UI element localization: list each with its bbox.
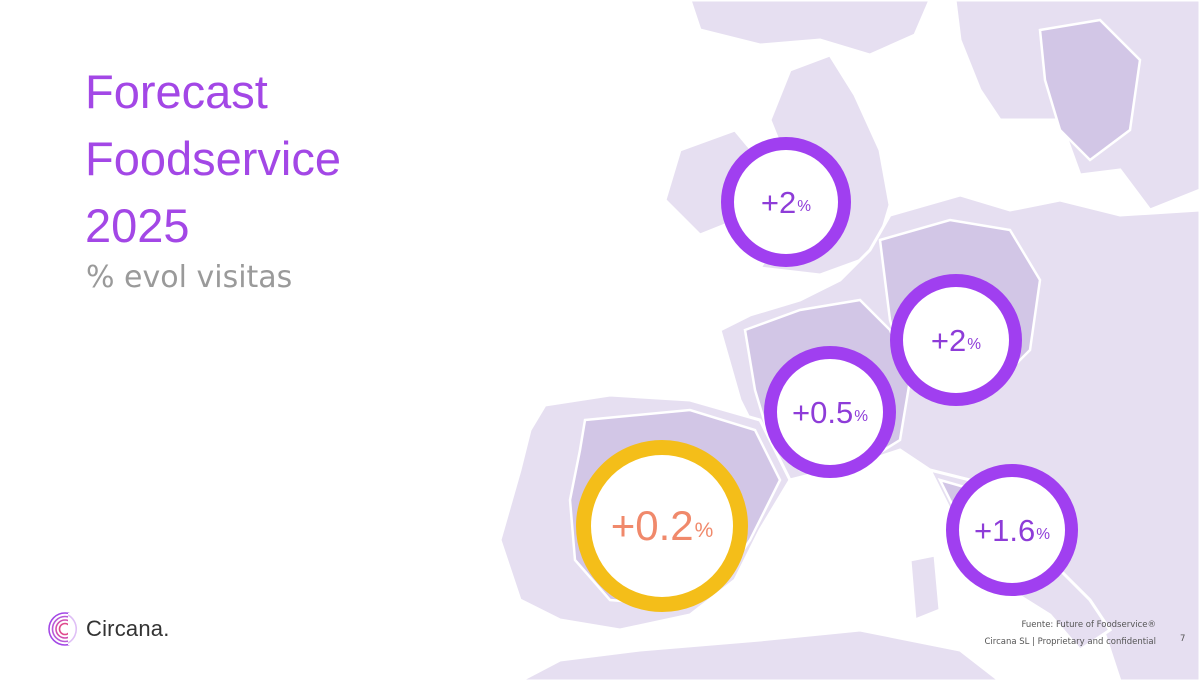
badge-france-unit: %	[854, 408, 868, 425]
map-sardinia	[908, 553, 942, 623]
map-sweden	[1038, 18, 1142, 162]
badge-italy-unit: %	[1036, 526, 1050, 543]
circana-logo: Circana.	[47, 611, 170, 647]
subtitle: % evol visitas	[86, 260, 293, 295]
title-line-2: Foodservice	[85, 132, 341, 185]
badge-france: +0.5%	[764, 346, 896, 478]
badge-germany-unit: %	[967, 336, 982, 353]
badge-germany-value: +2	[930, 322, 967, 358]
badge-italy: +1.6%	[946, 464, 1078, 596]
badge-spain-value: +0.2	[610, 502, 694, 549]
page-title: Forecast Foodservice 2025	[85, 58, 341, 259]
footer-notes: Fuente: Future of Foodservice® Circana S…	[984, 617, 1156, 651]
page-number: 7	[1180, 634, 1186, 644]
badge-france-value: +0.5	[792, 394, 854, 430]
badge-germany: +2%	[890, 274, 1022, 406]
badge-spain: +0.2%	[576, 440, 748, 612]
circana-logo-text: Circana.	[86, 616, 170, 641]
title-line-3: 2025	[85, 199, 190, 252]
badge-uk-unit: %	[797, 198, 812, 215]
footer-company: Circana SL | Proprietary and confidentia…	[984, 637, 1156, 647]
footer-source: Fuente: Future of Foodservice®	[1021, 620, 1156, 630]
map-north-islands	[688, 0, 932, 57]
badge-italy-value: +1.6	[974, 512, 1036, 548]
badge-spain-unit: %	[694, 519, 714, 542]
badge-uk-value: +2	[760, 184, 797, 220]
map-north-africa	[519, 628, 1003, 681]
badge-uk: +2%	[721, 137, 851, 267]
title-line-1: Forecast	[85, 65, 268, 118]
circana-logo-icon	[48, 612, 83, 646]
